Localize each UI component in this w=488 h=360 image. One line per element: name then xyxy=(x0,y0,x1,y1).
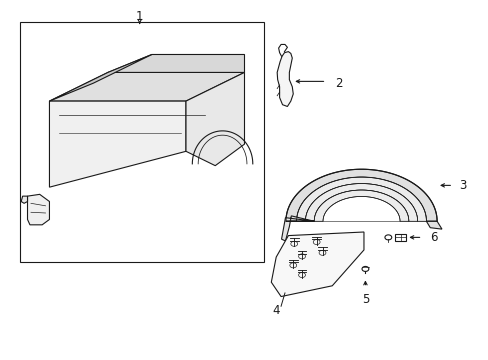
Text: 1: 1 xyxy=(136,10,143,23)
Polygon shape xyxy=(277,51,293,107)
Bar xyxy=(394,234,406,241)
Polygon shape xyxy=(21,196,27,203)
Polygon shape xyxy=(271,232,363,297)
Text: 3: 3 xyxy=(458,179,466,192)
Polygon shape xyxy=(49,101,185,187)
Polygon shape xyxy=(281,216,314,241)
Text: 2: 2 xyxy=(334,77,342,90)
Polygon shape xyxy=(27,194,49,225)
Polygon shape xyxy=(49,72,244,101)
Bar xyxy=(20,22,264,262)
Polygon shape xyxy=(426,221,441,229)
Polygon shape xyxy=(285,169,436,221)
Polygon shape xyxy=(296,177,426,221)
Text: 6: 6 xyxy=(429,231,436,244)
Polygon shape xyxy=(108,54,244,72)
Text: 5: 5 xyxy=(361,293,368,306)
Polygon shape xyxy=(49,54,152,101)
Polygon shape xyxy=(314,190,408,221)
Text: 4: 4 xyxy=(272,305,279,318)
Polygon shape xyxy=(185,72,244,166)
Polygon shape xyxy=(305,184,417,221)
